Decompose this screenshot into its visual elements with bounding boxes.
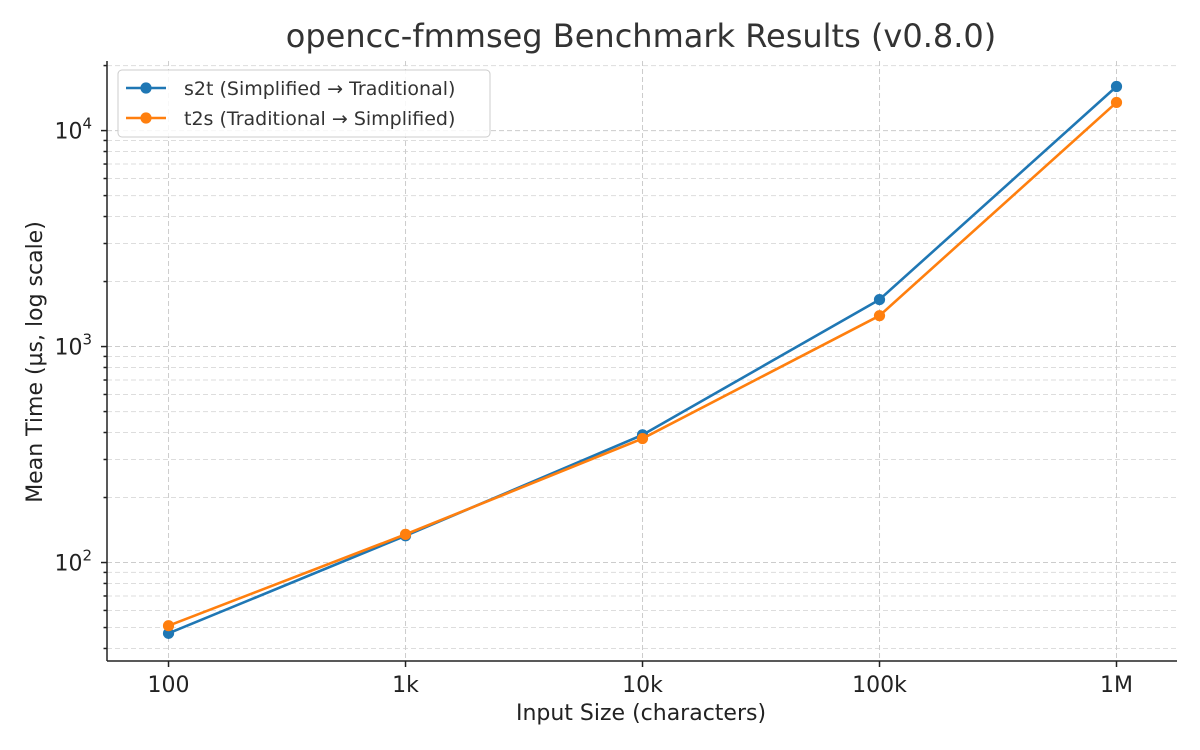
data-point [873, 310, 886, 322]
x-tick-label: 1M [1100, 673, 1133, 698]
data-point [636, 432, 649, 445]
data-point [399, 528, 412, 540]
y-tick-label: 104 [54, 115, 92, 145]
series-layer [162, 80, 1123, 639]
legend-box [117, 69, 491, 138]
legend-item: s2t (Simplified → Traditional) [126, 78, 455, 100]
y-axis-label: Mean Time (µs, log scale) [23, 221, 48, 503]
grid [107, 61, 1177, 661]
legend-label: s2t (Simplified → Traditional) [184, 78, 455, 100]
y-tick-exponent: 3 [82, 331, 92, 349]
legend-item: t2s (Traditional → Simplified) [126, 108, 455, 130]
y-tick-base: 10 [54, 552, 82, 577]
y-tick-label: 103 [54, 331, 92, 361]
series-t2s [162, 96, 1123, 632]
legend-marker [140, 112, 152, 124]
x-tick-label: 100 [148, 673, 190, 698]
legend-marker [140, 82, 152, 94]
legend: s2t (Simplified → Traditional) t2s (Tradi… [117, 69, 491, 138]
y-tick-base: 10 [54, 336, 82, 361]
y-tick-base: 10 [54, 120, 82, 145]
x-tick-label: 100k [852, 673, 907, 698]
y-tick-label: 102 [54, 547, 92, 577]
data-point [1110, 96, 1123, 109]
data-point [873, 293, 886, 306]
chart-title: opencc-fmmseg Benchmark Results (v0.8.0) [286, 17, 997, 55]
y-tick-exponent: 4 [82, 115, 92, 133]
series-line [168, 101, 1118, 627]
data-point [162, 620, 175, 632]
data-point [162, 627, 175, 639]
x-tick-label: 1k [392, 673, 419, 698]
x-axis-label: Input Size (characters) [516, 701, 766, 726]
data-point [1110, 80, 1123, 93]
y-tick-exponent: 2 [82, 547, 92, 565]
legend-label: t2s (Traditional → Simplified) [184, 108, 455, 130]
x-tick-label: 10k [622, 673, 663, 698]
